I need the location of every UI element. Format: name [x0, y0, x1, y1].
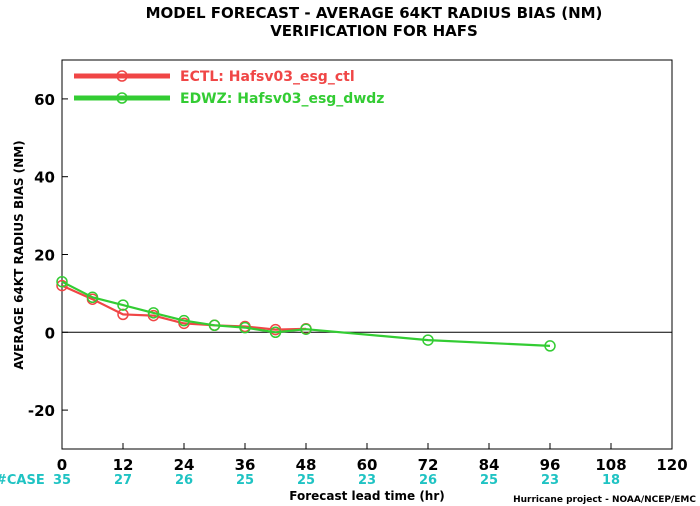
plot-frame: [61, 59, 673, 450]
credit-text: Hurricane project - NOAA/NCEP/EMC: [513, 495, 696, 505]
x-tick-label: 84: [479, 456, 500, 474]
x-tick-label: 0: [57, 456, 67, 474]
y-axis-label: AVERAGE 64KT RADIUS BIAS (NM): [12, 140, 26, 369]
series-1: [56, 279, 312, 336]
series-2: [56, 275, 556, 352]
x-axis-label: Forecast lead time (hr): [289, 489, 445, 503]
case-count: 23: [541, 473, 559, 488]
x-tick-label: 36: [235, 456, 256, 474]
y-tick-label: 40: [34, 169, 55, 187]
series-line: [61, 284, 307, 331]
chart-title: MODEL FORECAST - AVERAGE 64KT RADIUS BIA…: [146, 4, 603, 22]
series-line: [61, 280, 551, 347]
data-point: [422, 334, 434, 346]
y-tick-label: -20: [28, 402, 55, 420]
x-tick-label: 120: [656, 456, 687, 474]
legend-label: ECTL: Hafsv03_esg_ctl: [180, 69, 355, 85]
plot-area: 0351227242636254825602372268425962310818…: [28, 59, 688, 488]
x-tick-label: 60: [357, 456, 378, 474]
data-point: [178, 314, 190, 327]
case-count: 25: [297, 473, 315, 488]
y-tick-label: 20: [34, 247, 55, 265]
case-count: 18: [602, 473, 620, 488]
data-point: [544, 340, 556, 352]
x-tick-label: 72: [418, 456, 439, 474]
legend-marker: [116, 70, 128, 82]
case-count: 23: [358, 473, 376, 488]
case-count: 35: [53, 473, 71, 488]
data-point: [269, 326, 282, 339]
y-tick-label: 60: [34, 91, 55, 109]
case-count: 26: [419, 473, 437, 488]
legend-label: EDWZ: Hafsv03_esg_dwdz: [180, 91, 384, 107]
x-tick-label: 108: [595, 456, 626, 474]
legend-marker: [116, 92, 128, 104]
data-point: [239, 321, 251, 334]
legend-entry-2: EDWZ: Hafsv03_esg_dwdz: [74, 91, 384, 107]
y-tick-label: 0: [45, 324, 55, 342]
case-count: 25: [236, 473, 254, 488]
x-tick-label: 24: [174, 456, 195, 474]
x-tick-label: 48: [296, 456, 317, 474]
case-count: 26: [175, 473, 193, 488]
data-point: [117, 299, 129, 311]
data-point: [86, 291, 99, 304]
case-count: 27: [114, 473, 132, 488]
x-tick-label: 12: [113, 456, 134, 474]
chart-subtitle: VERIFICATION FOR HAFS: [270, 22, 478, 40]
data-point: [56, 279, 68, 292]
data-point: [208, 319, 221, 332]
data-point: [56, 275, 68, 288]
legend-entry-1: ECTL: Hafsv03_esg_ctl: [74, 69, 355, 85]
x-tick-label: 96: [540, 456, 561, 474]
case-label: #CASE: [0, 473, 45, 488]
data-point: [300, 323, 312, 335]
case-count: 25: [480, 473, 498, 488]
data-point: [147, 307, 160, 319]
